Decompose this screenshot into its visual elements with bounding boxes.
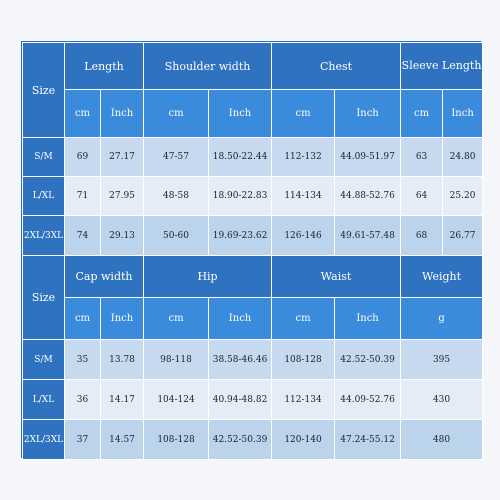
table-row: 2XL/3XL 37 14.57 108-128 42.52-50.39 120…	[22, 419, 484, 460]
value-cell: 74	[64, 215, 101, 256]
value-cell: 26.77	[442, 215, 484, 256]
value-cell: 14.17	[99, 379, 145, 420]
sleeve-length-header: Sleeve Length	[400, 42, 484, 90]
size-chart-table: Size Length Shoulder width Chest Sleeve …	[22, 42, 484, 460]
size-cell: S/M	[22, 137, 65, 177]
unit-cell: Inch	[208, 89, 273, 138]
value-cell: 18.50-22.44	[208, 137, 273, 177]
hip-header: Hip	[143, 255, 273, 298]
unit-cell: cm	[64, 89, 101, 138]
unit-cell: Inch	[334, 89, 402, 138]
table-row: 2XL/3XL 74 29.13 50-60 19.69-23.62 126-1…	[22, 215, 484, 256]
value-cell: 126-146	[271, 215, 336, 256]
shoulder-width-header: Shoulder width	[143, 42, 273, 90]
value-cell: 69	[64, 137, 101, 177]
size-cell: S/M	[22, 339, 65, 380]
value-cell: 47.24-55.12	[334, 419, 402, 460]
value-cell: 24.80	[442, 137, 484, 177]
value-cell: 40.94-48.82	[208, 379, 273, 420]
unit-cell: cm	[64, 297, 101, 340]
value-cell: 47-57	[143, 137, 210, 177]
unit-cell: cm	[271, 297, 336, 340]
unit-cell: Inch	[99, 89, 145, 138]
value-cell: 98-118	[143, 339, 210, 380]
value-cell: 18.90-22.83	[208, 176, 273, 216]
value-cell: 71	[64, 176, 101, 216]
value-cell: 29.13	[99, 215, 145, 256]
value-cell: 44.09-51.97	[334, 137, 402, 177]
table-row: L/XL 71 27.95 48-58 18.90-22.83 114-134 …	[22, 176, 484, 216]
unit-cell: cm	[143, 297, 210, 340]
unit-cell: Inch	[99, 297, 145, 340]
size-header: Size	[22, 42, 65, 138]
value-cell: 44.09-52.76	[334, 379, 402, 420]
value-cell: 35	[64, 339, 101, 380]
value-cell: 19.69-23.62	[208, 215, 273, 256]
value-cell: 68	[400, 215, 444, 256]
value-cell: 27.17	[99, 137, 145, 177]
value-cell: 104-124	[143, 379, 210, 420]
waist-header: Waist	[271, 255, 402, 298]
unit-cell: g	[400, 297, 484, 340]
value-cell: 14.57	[99, 419, 145, 460]
value-cell: 50-60	[143, 215, 210, 256]
unit-cell: cm	[271, 89, 336, 138]
size-cell: 2XL/3XL	[22, 215, 65, 256]
unit-cell: cm	[400, 89, 444, 138]
unit-cell: Inch	[208, 297, 273, 340]
size-cell: 2XL/3XL	[22, 419, 65, 460]
size-chart: Size Length Shoulder width Chest Sleeve …	[21, 41, 484, 460]
table-row: S/M 35 13.78 98-118 38.58-46.46 108-128 …	[22, 339, 484, 380]
value-cell: 37	[64, 419, 101, 460]
value-cell: 36	[64, 379, 101, 420]
value-cell: 27.95	[99, 176, 145, 216]
length-header: Length	[63, 42, 145, 90]
value-cell: 108-128	[143, 419, 210, 460]
value-cell: 112-132	[271, 137, 336, 177]
value-cell: 64	[400, 176, 444, 216]
size-cell: L/XL	[22, 176, 65, 216]
value-cell: 49.61-57.48	[334, 215, 402, 256]
size-header: Size	[22, 255, 65, 340]
size-cell: L/XL	[22, 379, 65, 420]
value-cell: 120-140	[271, 419, 336, 460]
cap-width-header: Cap width	[63, 255, 145, 298]
value-cell: 48-58	[143, 176, 210, 216]
value-cell: 430	[400, 379, 484, 420]
unit-cell: Inch	[442, 89, 484, 138]
value-cell: 112-134	[271, 379, 336, 420]
value-cell: 25.20	[442, 176, 484, 216]
table-row: S/M 69 27.17 47-57 18.50-22.44 112-132 4…	[22, 137, 484, 177]
value-cell: 108-128	[271, 339, 336, 380]
table-row: L/XL 36 14.17 104-124 40.94-48.82 112-13…	[22, 379, 484, 420]
value-cell: 42.52-50.39	[208, 419, 273, 460]
value-cell: 480	[400, 419, 484, 460]
value-cell: 42.52-50.39	[334, 339, 402, 380]
value-cell: 38.58-46.46	[208, 339, 273, 380]
value-cell: 13.78	[99, 339, 145, 380]
chest-header: Chest	[271, 42, 402, 90]
value-cell: 63	[400, 137, 444, 177]
value-cell: 395	[400, 339, 484, 380]
weight-header: Weight	[400, 255, 484, 298]
value-cell: 114-134	[271, 176, 336, 216]
unit-cell: Inch	[334, 297, 402, 340]
value-cell: 44.88-52.76	[334, 176, 402, 216]
unit-cell: cm	[143, 89, 210, 138]
